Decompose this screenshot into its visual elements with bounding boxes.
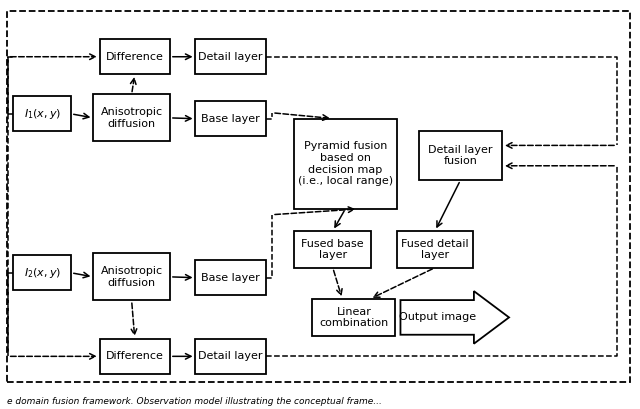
FancyBboxPatch shape (13, 97, 71, 131)
FancyBboxPatch shape (294, 231, 371, 267)
FancyBboxPatch shape (195, 339, 266, 374)
FancyBboxPatch shape (195, 101, 266, 136)
FancyBboxPatch shape (93, 254, 170, 300)
Text: Detail layer: Detail layer (198, 52, 263, 62)
Text: Difference: Difference (106, 52, 164, 62)
Text: Base layer: Base layer (201, 273, 260, 283)
Text: Base layer: Base layer (201, 114, 260, 124)
FancyBboxPatch shape (419, 131, 502, 180)
Text: Detail layer: Detail layer (198, 351, 263, 361)
FancyBboxPatch shape (397, 231, 473, 267)
Text: Output image: Output image (399, 312, 476, 322)
Text: Anisotropic
diffusion: Anisotropic diffusion (100, 107, 163, 129)
FancyBboxPatch shape (93, 94, 170, 142)
Text: Pyramid fusion
based on
decision map
(i.e., local range): Pyramid fusion based on decision map (i.… (298, 142, 393, 186)
Text: Anisotropic
diffusion: Anisotropic diffusion (100, 266, 163, 288)
Text: e domain fusion framework. Observation model illustrating the conceptual frame..: e domain fusion framework. Observation m… (7, 397, 382, 406)
Text: Fused base
layer: Fused base layer (301, 238, 364, 260)
Text: $I_1(x, y)$: $I_1(x, y)$ (24, 107, 61, 121)
FancyBboxPatch shape (195, 39, 266, 74)
Text: $I_2(x, y)$: $I_2(x, y)$ (24, 266, 61, 280)
Text: Fused detail
layer: Fused detail layer (401, 238, 468, 260)
FancyBboxPatch shape (13, 256, 71, 290)
FancyBboxPatch shape (195, 261, 266, 295)
FancyBboxPatch shape (100, 339, 170, 374)
FancyBboxPatch shape (312, 299, 396, 336)
FancyBboxPatch shape (294, 119, 397, 209)
Text: Difference: Difference (106, 351, 164, 361)
Polygon shape (401, 291, 509, 344)
FancyBboxPatch shape (100, 39, 170, 74)
Text: Detail layer
fusion: Detail layer fusion (428, 145, 493, 166)
Text: Linear
combination: Linear combination (319, 307, 388, 328)
